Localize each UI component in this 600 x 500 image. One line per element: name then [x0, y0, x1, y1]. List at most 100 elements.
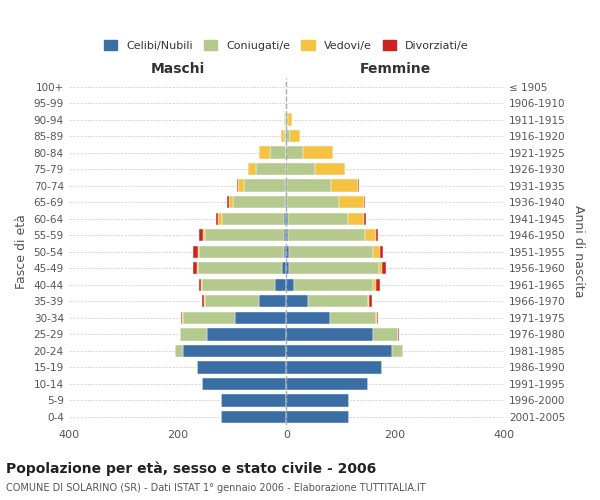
Bar [287, 180, 331, 192]
Bar [339, 196, 364, 208]
Bar [286, 295, 308, 308]
Bar [199, 229, 203, 241]
Bar [377, 312, 378, 324]
Bar [286, 180, 287, 192]
Bar [227, 196, 229, 208]
Text: COMUNE DI SOLARINO (SR) - Dati ISTAT 1° gennaio 2006 - Elaborazione TUTTITALIA.I: COMUNE DI SOLARINO (SR) - Dati ISTAT 1° … [6, 483, 425, 493]
Bar [183, 344, 286, 357]
Bar [281, 130, 284, 142]
Bar [284, 130, 286, 142]
Bar [286, 229, 289, 241]
Bar [376, 229, 378, 241]
Bar [183, 312, 235, 324]
Bar [286, 344, 392, 357]
Bar [302, 146, 332, 159]
Bar [289, 229, 365, 241]
Bar [202, 295, 204, 308]
Bar [398, 328, 400, 340]
Bar [283, 262, 286, 274]
Bar [215, 212, 218, 225]
Bar [181, 312, 182, 324]
Bar [248, 163, 256, 175]
Bar [199, 278, 202, 291]
Text: Popolazione per età, sesso e stato civile - 2006: Popolazione per età, sesso e stato civil… [6, 461, 376, 475]
Bar [368, 295, 369, 308]
Bar [364, 212, 366, 225]
Bar [331, 180, 358, 192]
Bar [286, 212, 288, 225]
Bar [286, 312, 330, 324]
Bar [229, 196, 233, 208]
Bar [284, 229, 286, 241]
Bar [348, 212, 364, 225]
Bar [202, 278, 275, 291]
Bar [175, 344, 183, 357]
Bar [308, 295, 368, 308]
Bar [286, 378, 368, 390]
Bar [364, 196, 365, 208]
Bar [238, 180, 244, 192]
Bar [314, 163, 344, 175]
Text: Femmine: Femmine [359, 62, 431, 76]
Bar [295, 278, 373, 291]
Bar [376, 278, 380, 291]
Bar [286, 394, 349, 406]
Bar [197, 262, 198, 274]
Bar [198, 262, 283, 274]
Bar [284, 114, 285, 126]
Bar [392, 344, 403, 357]
Bar [259, 295, 286, 308]
Bar [221, 410, 286, 423]
Bar [256, 163, 286, 175]
Bar [284, 212, 286, 225]
Bar [380, 246, 383, 258]
Bar [382, 262, 386, 274]
Bar [379, 262, 382, 274]
Bar [233, 196, 284, 208]
Bar [235, 312, 286, 324]
Bar [289, 246, 373, 258]
Bar [373, 278, 376, 291]
Bar [286, 262, 289, 274]
Bar [218, 212, 221, 225]
Bar [373, 328, 398, 340]
Bar [365, 229, 376, 241]
Bar [369, 295, 372, 308]
Bar [286, 361, 382, 374]
Bar [285, 180, 286, 192]
Bar [180, 328, 208, 340]
Bar [284, 196, 286, 208]
Bar [358, 180, 359, 192]
Legend: Celibi/Nubili, Coniugati/e, Vedovi/e, Divorziati/e: Celibi/Nubili, Coniugati/e, Vedovi/e, Di… [100, 36, 473, 55]
Bar [244, 180, 285, 192]
Bar [221, 394, 286, 406]
Bar [286, 114, 288, 126]
Bar [197, 246, 199, 258]
Bar [270, 146, 286, 159]
Bar [275, 278, 286, 291]
Bar [286, 278, 295, 291]
Bar [287, 163, 314, 175]
Bar [221, 212, 284, 225]
Bar [373, 246, 380, 258]
Bar [208, 328, 286, 340]
Bar [285, 114, 286, 126]
Bar [286, 130, 290, 142]
Bar [203, 229, 205, 241]
Y-axis label: Anni di nascita: Anni di nascita [572, 206, 585, 298]
Bar [197, 361, 286, 374]
Text: Maschi: Maschi [151, 62, 205, 76]
Bar [286, 146, 302, 159]
Bar [286, 196, 287, 208]
Bar [284, 246, 286, 258]
Bar [286, 246, 289, 258]
Bar [205, 229, 284, 241]
Bar [289, 262, 379, 274]
Bar [199, 246, 284, 258]
Bar [193, 262, 197, 274]
Bar [286, 410, 349, 423]
Bar [288, 212, 348, 225]
Bar [205, 295, 259, 308]
Bar [286, 163, 287, 175]
Bar [287, 196, 339, 208]
